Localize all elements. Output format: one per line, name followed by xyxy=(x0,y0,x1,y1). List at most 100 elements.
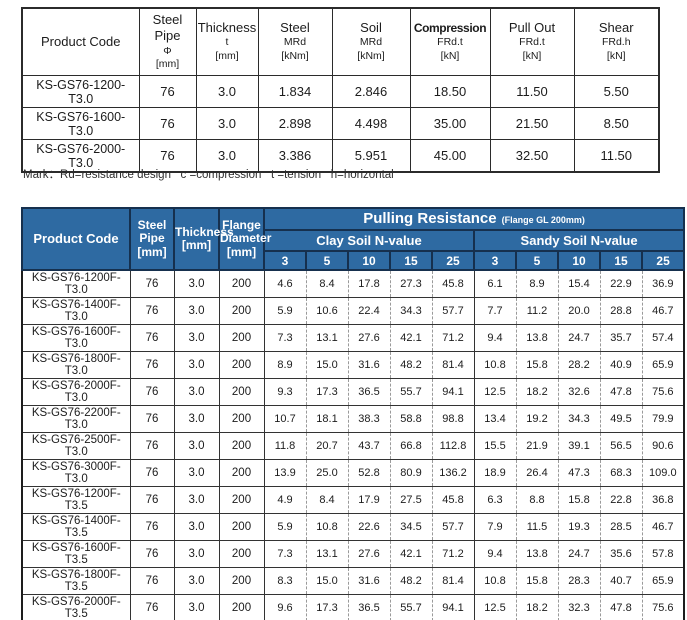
clay-n-value-cell: 80.9 xyxy=(389,459,432,487)
thickness-unit: [mm] xyxy=(181,238,212,252)
clay-n-value-cell: 15.0 xyxy=(305,567,348,595)
spec-col-header-1: Steel Pipe Φ [mm] xyxy=(138,7,197,76)
steel-pipe-label: Steel Pipe xyxy=(137,217,167,246)
spec-col-symbol: FRd.h xyxy=(601,36,631,49)
spec-col-symbol: MRd xyxy=(359,36,383,49)
flange-diameter-cell: 200 xyxy=(218,567,264,595)
sandy-n-value-cell: 12.5 xyxy=(473,594,516,620)
sandy-n-value-cell: 56.5 xyxy=(599,432,642,460)
sandy-n-value-cell: 24.7 xyxy=(557,540,600,568)
spec-col-title: Product Code xyxy=(41,33,121,49)
spec-value-cell: 3.0 xyxy=(195,107,259,140)
clay-n-value-cell: 31.6 xyxy=(347,567,390,595)
clay-n-value-cell: 22.6 xyxy=(347,513,390,541)
clay-n-value-header: 10 xyxy=(347,250,391,271)
clay-n-value-cell: 8.4 xyxy=(305,486,348,514)
spec-value-cell: 11.50 xyxy=(573,139,660,173)
clay-n-value-cell: 17.3 xyxy=(305,594,348,620)
steel-pipe-cell: 76 xyxy=(129,567,174,595)
sandy-n-value-cell: 6.3 xyxy=(473,486,516,514)
thickness-cell: 3.0 xyxy=(173,269,219,298)
thickness-cell: 3.0 xyxy=(173,486,219,514)
clay-n-value-cell: 34.3 xyxy=(389,297,432,325)
clay-n-value-cell: 98.8 xyxy=(431,405,474,433)
clay-n-value-cell: 81.4 xyxy=(431,567,474,595)
sandy-n-value-cell: 10.8 xyxy=(473,351,516,379)
spec-col-unit: [kN] xyxy=(606,50,626,63)
spec-col-unit: [mm] xyxy=(155,58,180,71)
pulling-resistance-table: Product Code Steel Pipe [mm] Thickness [… xyxy=(21,207,686,620)
pulling-table-row: KS-GS76-1400F-T3.0 76 3.0 200 5.9 10.6 22.4 34.… xyxy=(22,297,685,325)
thickness-cell: 3.0 xyxy=(173,459,219,487)
thickness-cell: 3.0 xyxy=(173,324,219,352)
clay-n-value-cell: 57.7 xyxy=(431,513,474,541)
spec-col-unit: [kN] xyxy=(440,49,460,62)
spec-value-cell: 11.50 xyxy=(489,75,575,108)
product-code-cell: KS-GS76-1600-T3.0 xyxy=(21,107,140,140)
pulling-table-row: KS-GS76-2500F-T3.0 76 3.0 200 11.8 20.7 43.7 66… xyxy=(22,432,685,460)
sandy-n-value-cell: 39.1 xyxy=(557,432,600,460)
spec-col-title: Steel xyxy=(280,20,310,36)
sandy-n-value-cell: 28.3 xyxy=(557,567,600,595)
pulling-table-row: KS-GS76-1800F-T3.5 76 3.0 200 8.3 15.0 31.6 48.… xyxy=(22,567,685,595)
pulling-table-row: KS-GS76-2200F-T3.0 76 3.0 200 10.7 18.1 38.3 58… xyxy=(22,405,685,433)
clay-n-value-cell: 48.2 xyxy=(389,351,432,379)
clay-n-value-cell: 4.9 xyxy=(263,486,306,514)
spec-value-cell: 76 xyxy=(138,107,197,140)
clay-n-value-cell: 81.4 xyxy=(431,351,474,379)
steel-pipe-cell: 76 xyxy=(129,432,174,460)
spec-col-header-4: Soil MRd [kNm] xyxy=(331,7,411,76)
steel-pipe-cell: 76 xyxy=(129,378,174,406)
pulling-table-row: KS-GS76-1800F-T3.0 76 3.0 200 8.9 15.0 31.6 48.… xyxy=(22,351,685,379)
clay-n-value-cell: 7.3 xyxy=(263,540,306,568)
sandy-n-value-cell: 15.8 xyxy=(515,351,558,379)
sandy-n-value-cell: 65.9 xyxy=(641,351,685,379)
thickness-cell: 3.0 xyxy=(173,567,219,595)
sandy-n-value-cell: 12.5 xyxy=(473,378,516,406)
sandy-n-value-cell: 47.3 xyxy=(557,459,600,487)
spec-table-body: KS-GS76-1200-T3.0 76 3.0 1.834 2.846 18.50 11.… xyxy=(21,75,660,173)
clay-n-value-cell: 52.8 xyxy=(347,459,390,487)
spec-value-cell: 4.498 xyxy=(331,107,411,140)
sandy-n-value-cell: 10.8 xyxy=(473,567,516,595)
product-code-cell: KS-GS76-1200F-T3.5 xyxy=(22,486,130,514)
pulling-table-row: KS-GS76-2000F-T3.5 76 3.0 200 9.6 17.3 36.5 55.… xyxy=(22,594,685,620)
sandy-n-value-cell: 40.7 xyxy=(599,567,642,595)
clay-n-value-cell: 136.2 xyxy=(431,459,474,487)
sandy-n-value-cell: 28.5 xyxy=(599,513,642,541)
clay-n-value-cell: 9.6 xyxy=(263,594,306,620)
spec-value-cell: 3.0 xyxy=(195,139,259,173)
spec-table-row: KS-GS76-1600-T3.0 76 3.0 2.898 4.498 35.00 21.… xyxy=(21,107,660,140)
product-code-cell: KS-GS76-1400F-T3.0 xyxy=(22,297,130,325)
col-header-steel-pipe: Steel Pipe [mm] xyxy=(129,207,175,271)
sandy-n-value-cell: 75.6 xyxy=(641,594,685,620)
spec-col-title: Thickness xyxy=(197,20,257,36)
clay-n-value-cell: 15.0 xyxy=(305,351,348,379)
spec-value-cell: 3.0 xyxy=(195,75,259,108)
product-code-cell: KS-GS76-3000F-T3.0 xyxy=(22,459,130,487)
spec-value-cell: 35.00 xyxy=(409,107,491,140)
n-value-header-row: 3 5 10 15 25 3 5 10 15 25 xyxy=(22,250,686,271)
product-code-cell: KS-GS76-2000-T3.0 xyxy=(21,139,140,173)
pulling-table-row: KS-GS76-1200F-T3.0 76 3.0 200 4.6 8.4 17.8 27.3… xyxy=(22,269,685,298)
product-code-cell: KS-GS76-2500F-T3.0 xyxy=(22,432,130,460)
clay-n-value-cell: 17.3 xyxy=(305,378,348,406)
spec-value-cell: 3.386 xyxy=(257,139,333,173)
spec-value-cell: 2.898 xyxy=(257,107,333,140)
clay-n-value-cell: 18.1 xyxy=(305,405,348,433)
clay-n-value-cell: 27.3 xyxy=(389,269,432,298)
col-header-flange-diameter: Flange Diameter [mm] xyxy=(218,207,271,271)
flange-diameter-unit: [mm] xyxy=(226,244,257,259)
sandy-n-value-cell: 79.9 xyxy=(641,405,685,433)
sandy-n-value-cell: 7.7 xyxy=(473,297,516,325)
spec-col-header-6: Pull Out FRd.t [kN] xyxy=(489,7,575,76)
clay-n-value-cell: 13.1 xyxy=(305,540,348,568)
spec-value-cell: 8.50 xyxy=(573,107,660,140)
sandy-n-value-cell: 26.4 xyxy=(515,459,558,487)
clay-n-value-header: 15 xyxy=(389,250,433,271)
steel-pipe-cell: 76 xyxy=(129,269,174,298)
product-code-cell: KS-GS76-2200F-T3.0 xyxy=(22,405,130,433)
spec-value-cell: 76 xyxy=(138,139,197,173)
flange-diameter-cell: 200 xyxy=(218,594,264,620)
spec-value-cell: 45.00 xyxy=(409,139,491,173)
